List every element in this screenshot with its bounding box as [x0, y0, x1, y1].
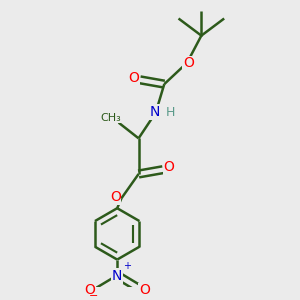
Text: O: O: [110, 190, 121, 204]
Text: CH₃: CH₃: [100, 112, 121, 122]
Text: −: −: [89, 291, 98, 300]
Text: +: +: [124, 261, 131, 271]
Text: N: N: [112, 269, 122, 283]
Text: O: O: [139, 284, 150, 297]
Text: O: O: [164, 160, 175, 174]
Text: O: O: [183, 56, 194, 70]
Text: O: O: [85, 284, 95, 297]
Text: O: O: [128, 70, 139, 85]
Text: H: H: [166, 106, 175, 118]
Text: N: N: [150, 105, 160, 119]
